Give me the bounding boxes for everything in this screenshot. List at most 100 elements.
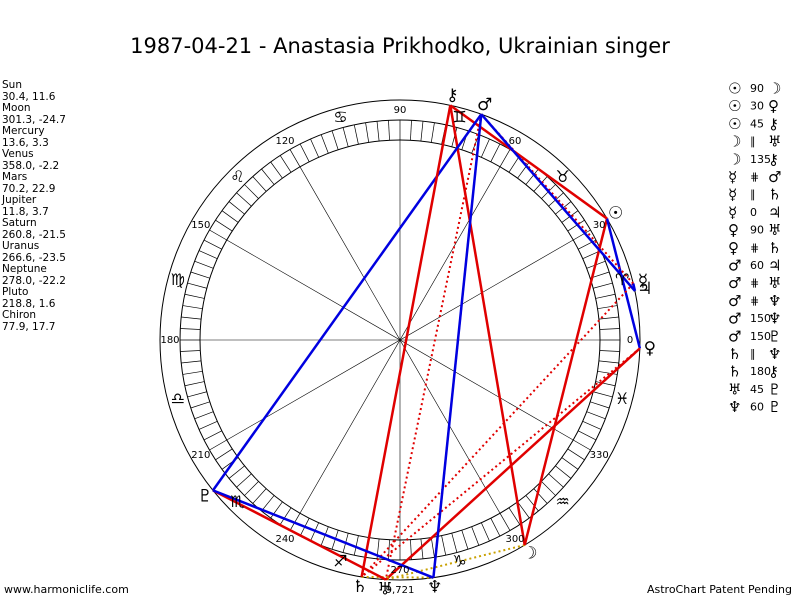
aspect-line [360,105,452,578]
ring-tick [461,530,469,550]
ring-tick [388,539,390,560]
aspect-to: ♇ [768,327,781,345]
ring-tick [517,161,530,179]
planet-position: 13.6, 3.3 [2,137,49,149]
sign-glyph: ♊ [452,107,466,126]
ring-tick [481,522,490,542]
ring-tick [252,176,267,192]
ring-tick [365,122,370,143]
ring-tick [420,121,424,142]
degree-label: 270 [390,565,409,576]
ring-tick [548,473,564,488]
ring-tick [190,401,210,409]
aspect-from: ☽ [728,133,741,151]
aspect-from: ☿ [728,186,737,204]
ring-tick [573,439,591,451]
planet-position: 30.4, 11.6 [2,91,56,103]
aspect-type: ∥ [750,348,756,361]
aspect-lines [211,104,642,581]
planet-glyph: ⚷ [446,86,458,106]
aspect-from: ♂ [728,310,741,328]
planet-position: 260.8, -21.5 [2,229,66,241]
note: 9,721 [386,585,415,596]
ring-tick [517,501,530,519]
planet-position: 358.0, -2.2 [2,160,59,172]
ring-tick [228,201,245,215]
aspect-line [449,104,608,220]
ring-tick [244,184,259,199]
planet-name: Mars [2,171,27,183]
aspect-from: ♀ [728,239,739,257]
ring-tick [598,360,619,364]
aspect-to: ♃ [768,257,781,275]
ring-tick [181,360,202,364]
wheel-labels: 0 30 60 90 120 150 180 210 240 270 300 330 ♈ ♉ ♊ ♋ ♌ ♍ ♎ ♏ ♐… [160,86,656,600]
aspect-to: ♅ [768,274,781,292]
planet-glyph: ♆ [427,578,442,598]
aspect-type: ⋕ [750,241,759,254]
degree-label: 330 [590,450,609,461]
planet-glyph: ☽ [522,544,537,564]
sign-glyph: ♋ [333,107,347,126]
ring-tick [586,411,606,420]
aspect-line [360,347,641,578]
ring-tick [441,535,447,556]
aspect-line [360,282,635,578]
ring-tick [598,316,619,320]
aspect-from: ♆ [728,398,741,416]
aspect-line [385,544,525,581]
degree-label: 120 [275,136,294,147]
aspect-to: ☽ [768,80,781,98]
ring-tick [525,168,539,185]
planet-name: Chiron [2,309,36,321]
ring-tick [215,448,233,461]
planet-position: 301.3, -24.7 [2,114,66,126]
ring-tick [595,293,616,299]
planet-position: 266.6, -23.5 [2,252,66,264]
ring-tick [182,305,203,310]
sign-glyph: ♓ [615,389,629,408]
ring-tick [289,149,301,167]
planet-name: Jupiter [1,194,37,206]
planet-name: Sun [2,79,22,91]
ring-tick [310,138,319,158]
ring-tick [430,537,435,558]
planet-position: 218.8, 1.6 [2,298,56,310]
sign-glyph: ♏ [230,492,244,511]
planet-name: Venus [2,148,34,160]
aspect-from: ☉ [728,97,741,115]
aspect-from: ♀ [728,221,739,239]
ring-tick [261,495,275,512]
sign-glyph: ♉ [555,167,569,186]
aspect-line [384,347,641,581]
ring-tick [299,143,310,162]
aspect-to: ♄ [768,239,781,257]
ring-tick [187,282,207,289]
ring-tick [430,122,435,143]
aspect-from: ☿ [728,168,737,186]
aspect-to: ⚷ [768,150,779,168]
ring-tick [573,229,591,241]
ring-tick [541,481,556,496]
ring-tick [499,513,511,531]
planet-position: 11.8, 3.7 [2,206,49,218]
ring-tick [593,282,613,289]
ring-tick [597,370,618,375]
aspect-type: 0 [750,206,757,219]
ring-tick [194,260,214,269]
ring-tick [525,495,539,512]
aspect-from: ♄ [728,345,741,363]
aspect-from: ☉ [728,80,741,98]
degree-label: 30 [593,220,606,231]
aspect-type: 45 [750,117,764,130]
sign-glyph: ♑ [452,552,466,571]
aspect-type: 180 [750,365,771,378]
ring-tick [198,421,218,430]
ring-tick [270,161,283,179]
aspect-to: ♅ [768,221,781,239]
aspect-line [449,105,526,546]
ring-tick [451,533,458,553]
ring-tick [508,507,521,525]
ring-tick [578,430,597,441]
